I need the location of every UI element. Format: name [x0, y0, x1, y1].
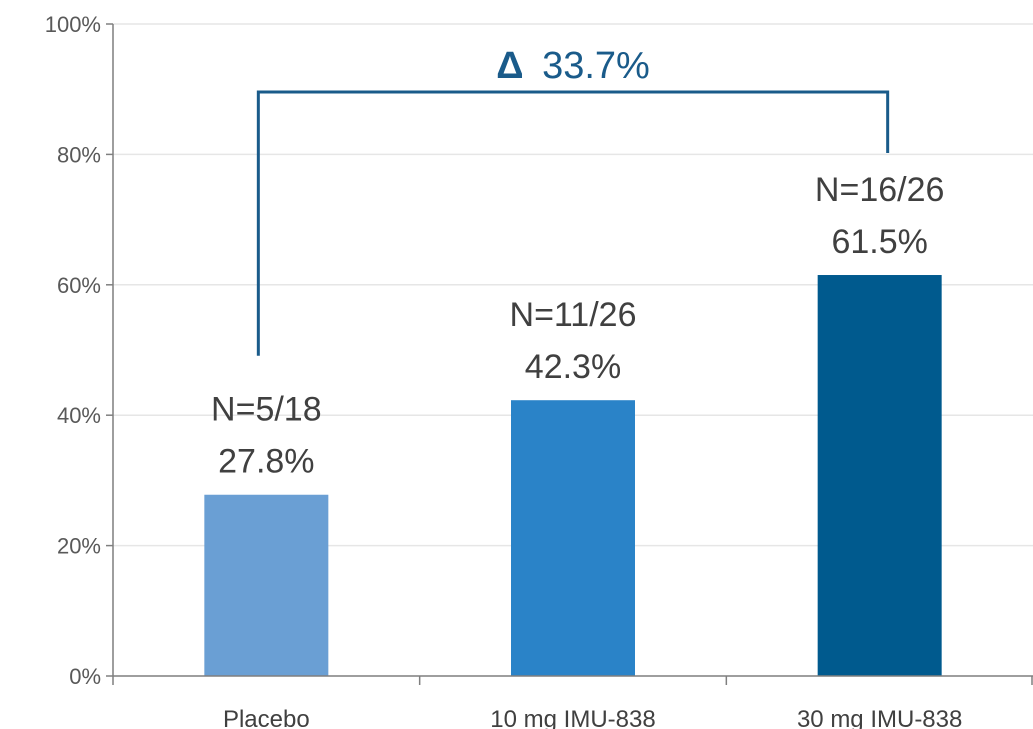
data-label-percent: 42.3% — [525, 348, 621, 386]
delta-annotation: Δ 33.7% — [496, 45, 650, 87]
data-label-percent: 61.5% — [831, 223, 927, 261]
delta-symbol: Δ — [496, 45, 523, 87]
y-tick-label: 0% — [69, 664, 101, 689]
y-tick-label: 40% — [57, 403, 101, 428]
bars — [204, 275, 942, 676]
x-ticks: Placebo 10 mg IMU-838 30 mg IMU-838 — [112, 676, 1033, 729]
data-label-count: N=11/26 — [510, 296, 637, 334]
data-labels: 27.8% N=5/18 42.3% N=11/26 61.5% N=16/26 — [211, 171, 944, 481]
x-tick-label: 10 mg IMU-838 — [490, 706, 655, 729]
delta-bracket-line — [256, 90, 890, 356]
data-label-count: N=16/26 — [815, 171, 945, 209]
data-label-count: N=5/18 — [211, 391, 322, 429]
delta-bracket: Δ 33.7% — [256, 45, 890, 356]
x-tick-label: Placebo — [223, 706, 310, 729]
data-label-percent: 27.8% — [218, 443, 314, 481]
y-ticks: 0% 20% 40% 60% 80% 100% — [45, 12, 113, 689]
y-tick-label: 60% — [57, 273, 101, 298]
bar — [817, 275, 942, 676]
y-tick-label: 80% — [57, 142, 101, 167]
axes — [112, 24, 1033, 677]
x-tick-label: 30 mg IMU-838 — [797, 706, 962, 729]
delta-value: 33.7% — [542, 45, 650, 87]
y-tick-label: 100% — [45, 12, 101, 37]
bar — [511, 400, 635, 676]
y-tick-label: 20% — [57, 534, 101, 559]
bar — [204, 494, 329, 676]
